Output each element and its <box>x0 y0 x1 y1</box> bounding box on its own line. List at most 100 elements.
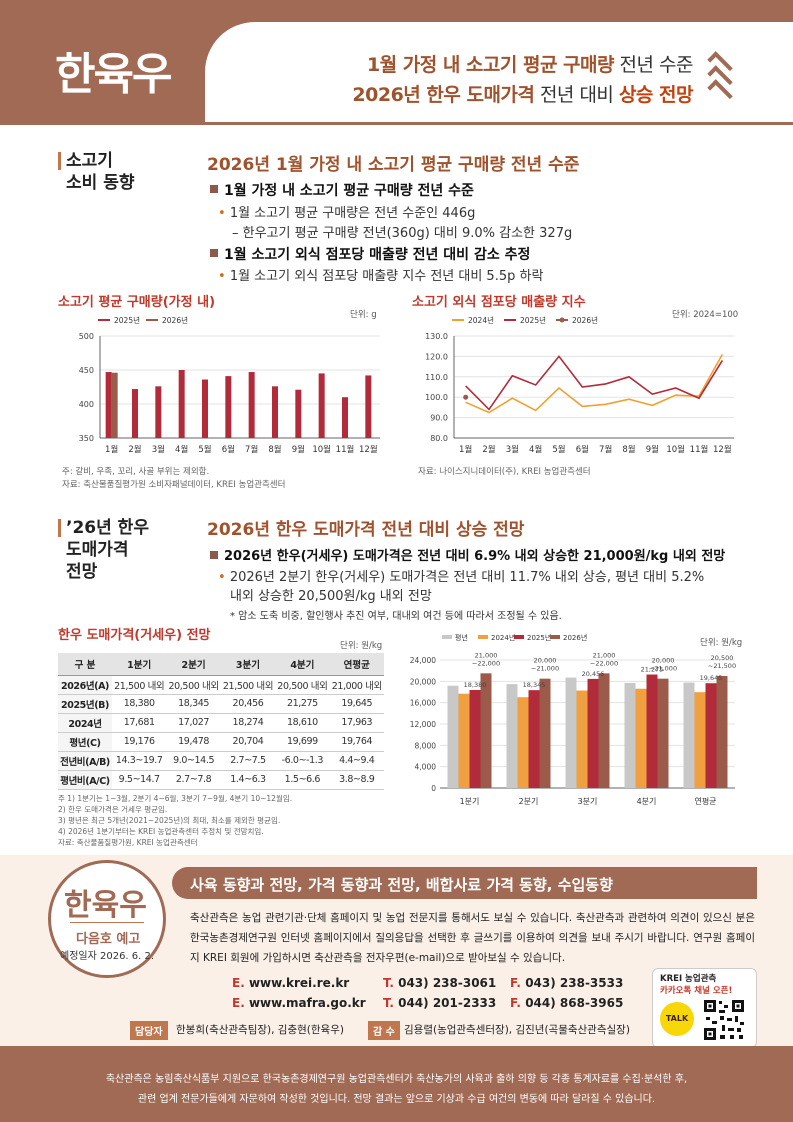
table-cell: 19,478 <box>166 732 221 752</box>
bar <box>565 677 577 788</box>
y-tick-label: 120.0 <box>425 352 448 361</box>
x-tick-label: 8월 <box>622 444 635 455</box>
data-label: ~22,000 <box>472 659 500 667</box>
website-2[interactable]: E. www.mafra.go.kr <box>232 996 366 1010</box>
table-cell: 17,027 <box>166 713 221 733</box>
next-issue-category: 한육우 <box>64 888 147 923</box>
bar <box>155 386 162 438</box>
y-tick-label: 20,000 <box>410 677 436 686</box>
table-cell: 18,274 <box>220 713 276 733</box>
legend-label: 2025년 <box>520 315 546 325</box>
table-cell: 17,681 <box>112 713 167 733</box>
footer <box>0 1046 793 1122</box>
section1-sub-bullet: – 한우고기 평균 구매량 전년(360g) 대비 9.0% 감소한 327g <box>232 226 573 241</box>
bullet-square <box>210 249 218 257</box>
table-header: 연평균 <box>329 653 384 676</box>
x-tick-label: 1월 <box>105 444 118 455</box>
bar <box>458 693 470 788</box>
chart1-unit: 단위: g <box>350 310 377 320</box>
next-issue-circle <box>48 860 166 978</box>
table-footnotes: 주 1) 1분기는 1~3월, 2분기 4~6월, 3분기 7~9월, 4분기 … <box>58 794 293 847</box>
bullet-square <box>210 185 218 193</box>
bar <box>447 685 459 788</box>
table-title: 한우 도매가격(거세우) 전망 <box>58 628 211 643</box>
footer-text: 축산관측은 농림축산식품부 지원으로 한국농촌경제연구원 농업관측센터가 축산농… <box>105 1074 688 1105</box>
legend-label: 2026년 <box>572 315 598 325</box>
phone-2: T. 044) 201-2333 <box>383 996 497 1010</box>
x-tick-label: 9월 <box>646 444 659 455</box>
bar <box>365 375 372 438</box>
bar <box>646 674 658 788</box>
x-tick-label: 7월 <box>599 444 612 455</box>
series-line <box>465 355 724 411</box>
bar <box>272 386 278 438</box>
y-tick-label: 100.0 <box>425 393 448 402</box>
x-tick-label: 3월 <box>152 444 165 455</box>
x-tick-label: 7월 <box>245 444 258 455</box>
price-table: 구 분 1분기 2분기 3분기 4분기 연평균 2026년(A) 21,500 내… <box>58 653 384 790</box>
website-1[interactable]: E. www.krei.re.kr <box>232 976 350 990</box>
chart3-unit: 단위: 원/kg <box>700 638 743 648</box>
chart1-purchase-amount: 350 400 450 500 1월 2월 3월 4월 5월 6월 7월 8월 9월 10월 11월 12월 2… <box>79 315 380 455</box>
table-cell: 19,764 <box>329 732 384 752</box>
headline-2: 2026년 한우 도매가격 전년 대비 상승 전망 <box>352 84 693 106</box>
table-cell: 21,500 내외 <box>220 675 276 695</box>
row-header: 전년비(A/B) <box>58 751 112 771</box>
x-tick-label: 11월 <box>690 444 709 455</box>
legend-swatch <box>550 635 560 639</box>
next-issue-label: 다음호 예고 <box>76 932 141 947</box>
y-tick-label: 24,000 <box>410 656 436 665</box>
fax-1: F. 043) 238-3533 <box>510 976 624 990</box>
table-cell: 3.8~8.9 <box>329 770 384 790</box>
bar <box>587 678 599 788</box>
legend-swatch <box>442 635 452 639</box>
bar <box>248 372 255 438</box>
table-cell: 21,500 내외 <box>112 675 167 695</box>
row-header: 평년비(A/C) <box>58 770 112 790</box>
bar <box>598 673 610 788</box>
y-tick-label: 90.0 <box>430 414 448 423</box>
table-header: 구 분 <box>58 653 112 676</box>
section2-note: * 암소 도축 비중, 할인행사 추진 여부, 대내외 여건 등에 따라서 조정… <box>230 611 562 622</box>
chart3-wholesale-price: 0 4,000 8,000 12,000 16,000 20,000 24,000 1분기 18… <box>410 633 736 806</box>
x-tick-label: 12월 <box>713 444 732 455</box>
x-tick-label: 4월 <box>529 444 542 455</box>
y-tick-label: 400 <box>79 400 94 409</box>
legend-marker <box>559 317 565 323</box>
qr-code-icon[interactable] <box>702 998 746 1042</box>
table-row: 2024년 17,681 17,027 18,274 18,610 17,963 <box>58 713 384 733</box>
bar <box>539 678 551 788</box>
x-tick-label: 5월 <box>198 444 211 455</box>
legend-swatch <box>478 635 488 639</box>
table-unit: 단위: 원/kg <box>340 641 383 651</box>
data-label: 20,500 <box>711 654 734 662</box>
table-cell: 18,380 <box>112 694 167 714</box>
legend-label: 2024년 <box>491 633 515 642</box>
phone-1: T. 043) 238-3061 <box>383 976 497 990</box>
table-cell: 21,000 내외 <box>329 675 384 695</box>
table-cell: 20,704 <box>220 732 276 752</box>
x-tick-label: 4분기 <box>637 797 657 806</box>
bar <box>132 389 138 438</box>
y-tick-label: 0 <box>431 784 436 793</box>
y-tick-label: 500 <box>79 332 94 341</box>
review-tag: 감 수 <box>368 1021 400 1040</box>
data-label: 20,000 <box>534 657 557 665</box>
section2-bullet-1: • 2026년 2분기 한우(거세우) 도매가격은 전년 대비 11.7% 내외… <box>218 570 705 585</box>
bar <box>683 682 695 788</box>
data-label: 20,000 <box>652 657 675 665</box>
staff-names: 한봉희(축산관측팀장), 김충현(한육우) <box>176 1024 344 1036</box>
table-cell: 20,456 <box>220 694 276 714</box>
divider <box>70 922 144 923</box>
review-names: 김용렬(농업관측센터장), 김진년(곡물축산관측실장) <box>404 1024 630 1036</box>
y-tick-label: 80.0 <box>430 434 448 443</box>
table-cell: 17,963 <box>329 713 384 733</box>
table-header: 2분기 <box>166 653 221 676</box>
table-cell: 2.7~7.8 <box>166 770 221 790</box>
bar <box>576 690 588 788</box>
data-label: ~21,000 <box>531 665 559 673</box>
kakao-talk-icon[interactable]: TALK <box>660 1002 694 1036</box>
data-point <box>463 394 469 400</box>
data-label: 21,000 <box>475 651 498 659</box>
table-cell: 19,176 <box>112 732 167 752</box>
